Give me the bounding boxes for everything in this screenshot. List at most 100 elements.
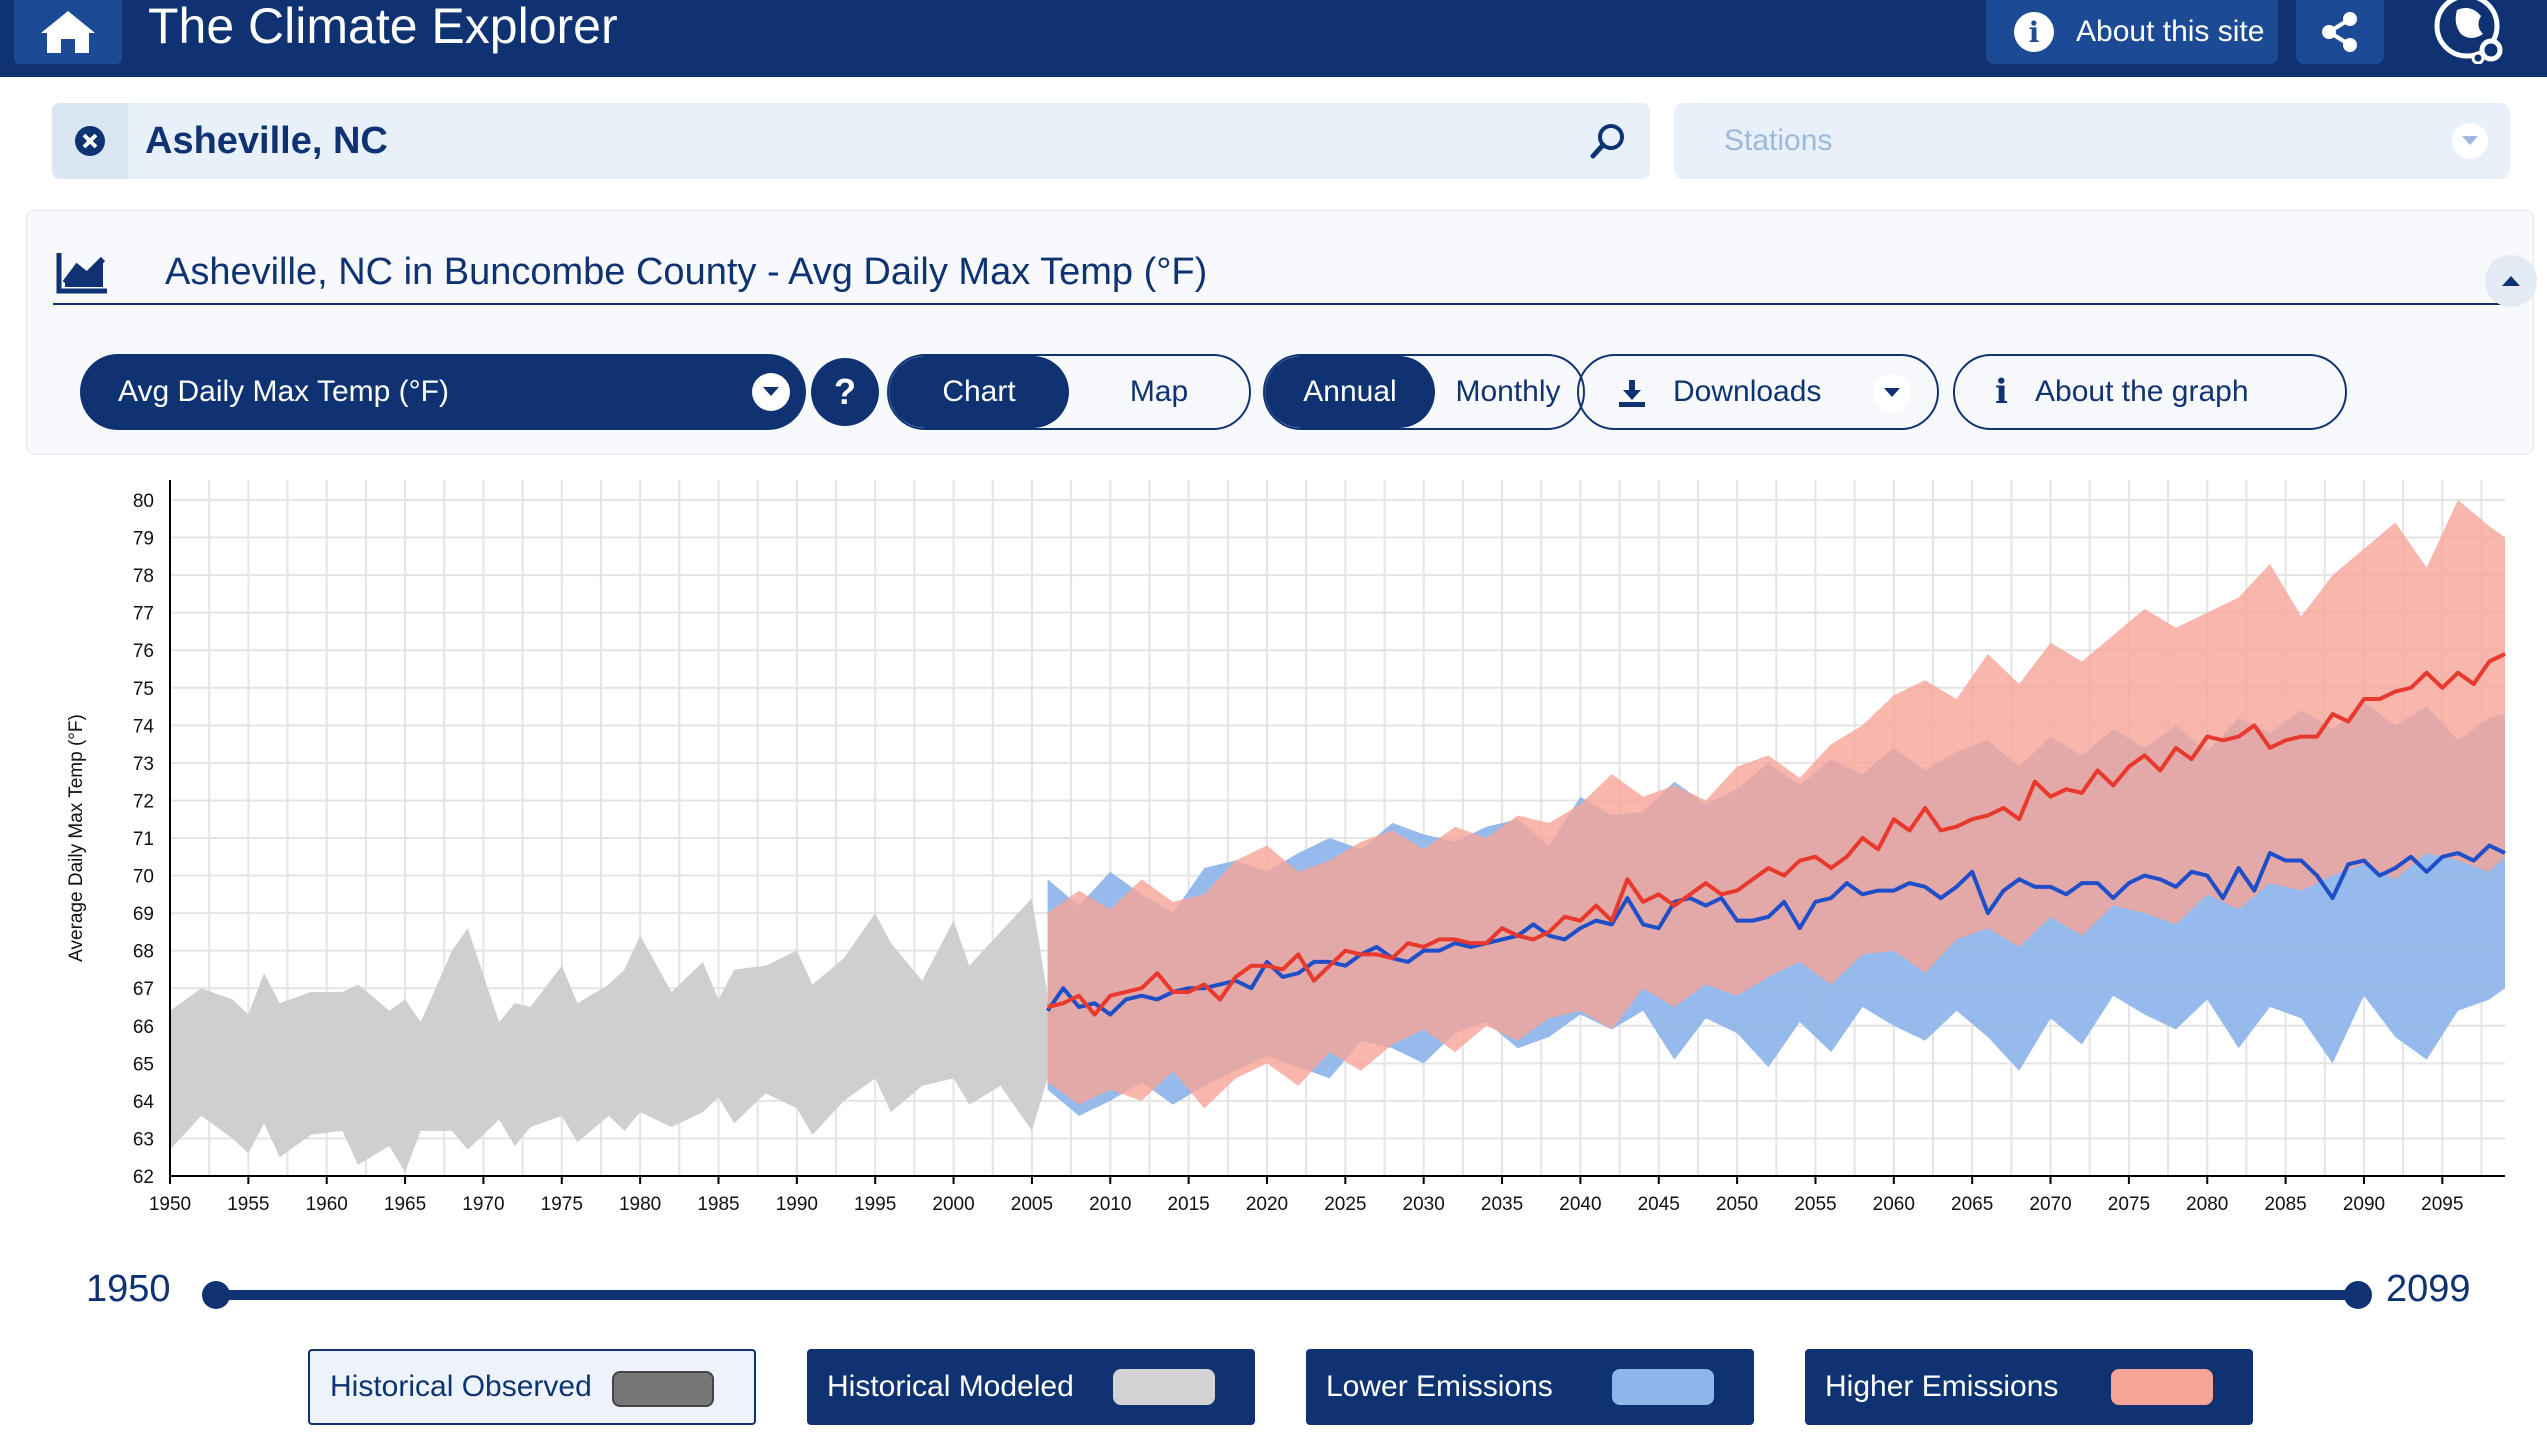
about-site-button[interactable]: i About this site	[1986, 0, 2278, 64]
legend-label: Lower Emissions	[1326, 1370, 1553, 1403]
x-tick-label: 2075	[2108, 1194, 2150, 1215]
y-tick-label: 66	[133, 1017, 154, 1038]
clear-location-button[interactable]	[52, 103, 128, 179]
y-tick-label: 70	[133, 867, 154, 888]
x-tick-label: 2085	[2264, 1194, 2306, 1215]
legend-historical-observed[interactable]: Historical Observed	[308, 1349, 756, 1425]
panel-title: Asheville, NC in Buncombe County - Avg D…	[165, 251, 1208, 293]
x-tick-label: 2005	[1011, 1194, 1053, 1215]
variable-select-value: Avg Daily Max Temp (°F)	[118, 375, 449, 408]
legend-label: Historical Modeled	[827, 1370, 1074, 1403]
line-chart-icon	[56, 253, 107, 294]
legend-label: Historical Observed	[330, 1370, 592, 1403]
median-line-higher-emissions	[1047, 652, 2506, 1017]
y-tick-label: 64	[133, 1092, 155, 1113]
y-tick-label: 78	[133, 566, 154, 587]
x-tick-label: 1995	[854, 1194, 896, 1215]
y-tick-label: 71	[133, 829, 154, 850]
chevron-down-icon[interactable]	[2452, 123, 2488, 159]
legend-historical-modeled[interactable]: Historical Modeled	[807, 1349, 1255, 1425]
x-tick-label: 1975	[541, 1194, 583, 1215]
y-tick-label: 63	[133, 1129, 154, 1150]
tab-map[interactable]: Map	[1129, 375, 1189, 408]
about-graph-button[interactable]: i About the graph	[1953, 354, 2347, 430]
x-tick-label: 1950	[149, 1194, 191, 1215]
location-input-value[interactable]: Asheville, NC	[145, 120, 388, 162]
y-tick-label: 62	[133, 1167, 154, 1188]
chevron-down-icon	[1873, 374, 1911, 412]
y-tick-label: 79	[133, 529, 154, 550]
download-icon	[1619, 380, 1645, 407]
x-tick-label: 1955	[227, 1194, 269, 1215]
year-range-slider[interactable]	[216, 1290, 2358, 1300]
app-title[interactable]: The Climate Explorer	[148, 0, 618, 54]
help-button[interactable]: ?	[811, 358, 879, 426]
x-tick-label: 2055	[1794, 1194, 1836, 1215]
x-tick-label: 2065	[1951, 1194, 1993, 1215]
legend-label: Higher Emissions	[1825, 1370, 2059, 1403]
x-tick-label: 2025	[1324, 1194, 1366, 1215]
temperature-chart[interactable]: 62 63 64 65 66 67 68 69 70 71 72 73 74 75 76 77 78 79 80 19…	[40, 470, 2520, 1230]
tab-monthly[interactable]: Monthly	[1455, 375, 1561, 408]
x-tick-label: 1990	[776, 1194, 818, 1215]
legend-swatch	[1113, 1369, 1215, 1405]
y-tick-label: 65	[133, 1054, 154, 1075]
share-button[interactable]	[2296, 0, 2384, 64]
globe-gear-icon	[2434, 0, 2503, 64]
legend-higher-emissions[interactable]: Higher Emissions	[1805, 1349, 2253, 1425]
x-tick-label: 1960	[306, 1194, 348, 1215]
legend-swatch	[612, 1371, 714, 1407]
chevron-up-icon	[2502, 276, 2520, 286]
collapse-button[interactable]	[2485, 255, 2537, 307]
x-tick-label: 2020	[1246, 1194, 1288, 1215]
info-icon: i	[1995, 372, 2008, 412]
x-tick-label: 2080	[2186, 1194, 2228, 1215]
range-band-higher-emissions	[1047, 500, 2505, 1109]
globe-settings-button[interactable]	[2426, 0, 2516, 64]
stations-dropdown[interactable]: Stations	[1674, 103, 2510, 179]
y-tick-label: 76	[133, 641, 154, 662]
chevron-down-icon	[752, 373, 790, 411]
y-tick-label: 72	[133, 791, 154, 812]
x-tick-label: 2000	[932, 1194, 974, 1215]
y-tick-label: 69	[133, 904, 154, 925]
legend-lower-emissions[interactable]: Lower Emissions	[1306, 1349, 1754, 1425]
y-tick-label: 73	[133, 754, 154, 775]
y-tick-label: 77	[133, 604, 154, 625]
x-tick-label: 2040	[1559, 1194, 1601, 1215]
x-tick-label: 2090	[2343, 1194, 2385, 1215]
close-circle-icon	[75, 126, 105, 156]
about-site-label: About this site	[2076, 15, 2265, 48]
x-tick-label: 2035	[1481, 1194, 1523, 1215]
graph-panel: Asheville, NC in Buncombe County - Avg D…	[26, 210, 2537, 455]
slider-end-year: 2099	[2386, 1268, 2471, 1310]
search-icon[interactable]	[1588, 121, 1628, 161]
y-tick-label: 75	[133, 679, 154, 700]
x-tick-label: 2045	[1638, 1194, 1680, 1215]
x-tick-label: 2095	[2421, 1194, 2463, 1215]
home-icon	[41, 11, 95, 53]
x-tick-label: 1980	[619, 1194, 661, 1215]
downloads-label: Downloads	[1673, 375, 1822, 408]
x-tick-label: 2030	[1403, 1194, 1445, 1215]
downloads-button[interactable]: Downloads	[1577, 354, 1939, 430]
about-graph-label: About the graph	[2035, 375, 2249, 408]
x-tick-label: 2050	[1716, 1194, 1758, 1215]
home-button[interactable]	[14, 0, 122, 64]
tab-annual[interactable]: Annual	[1265, 356, 1435, 428]
y-tick-label: 67	[133, 979, 154, 1000]
top-header: The Climate Explorer i About this site	[0, 0, 2547, 77]
tab-chart[interactable]: Chart	[889, 356, 1069, 428]
variable-select[interactable]: Avg Daily Max Temp (°F)	[80, 354, 806, 430]
x-tick-label: 2010	[1089, 1194, 1131, 1215]
location-search[interactable]: Asheville, NC	[52, 103, 1650, 179]
period-toggle: Annual Monthly	[1263, 354, 1585, 430]
y-tick-label: 68	[133, 942, 154, 963]
panel-header: Asheville, NC in Buncombe County - Avg D…	[53, 243, 2537, 307]
legend-swatch	[1612, 1369, 1714, 1405]
slider-start-handle[interactable]	[202, 1281, 230, 1309]
view-toggle: Chart Map	[887, 354, 1251, 430]
slider-end-handle[interactable]	[2344, 1281, 2372, 1309]
legend-swatch	[2111, 1369, 2213, 1405]
x-tick-label: 2060	[1873, 1194, 1915, 1215]
